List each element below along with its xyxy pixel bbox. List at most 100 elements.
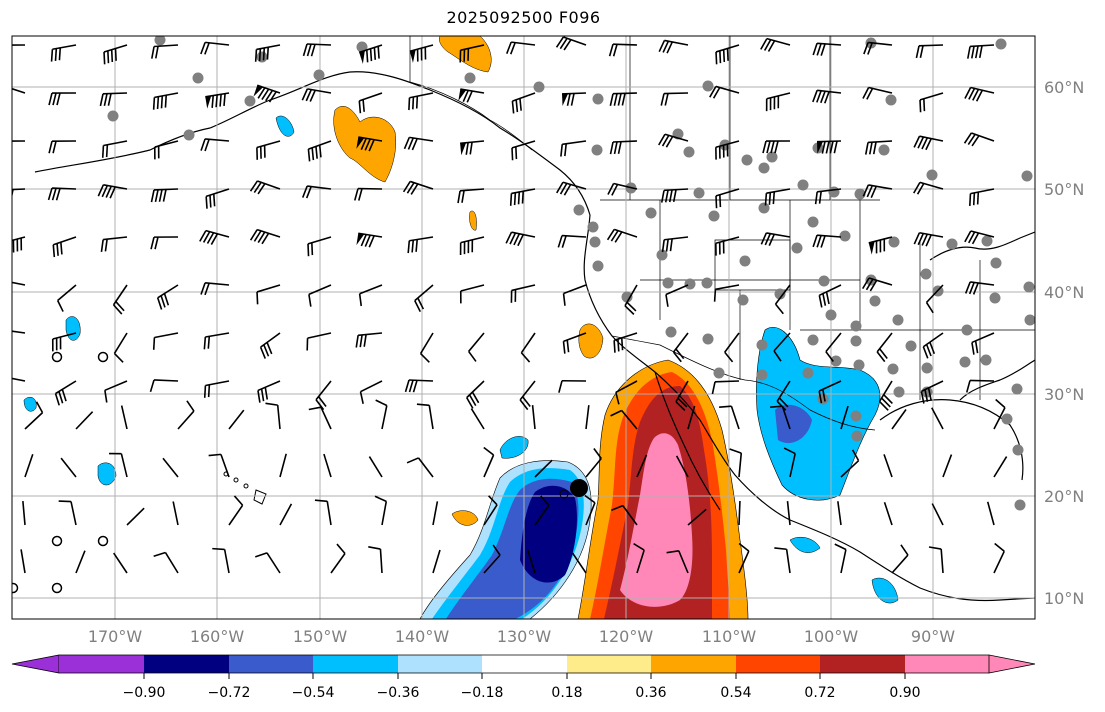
station-dot <box>892 314 904 326</box>
station-dot <box>739 255 751 267</box>
station-dot <box>683 146 695 158</box>
calm-wind-circle <box>97 535 109 547</box>
station-dot <box>693 187 705 199</box>
wind-barb <box>24 454 34 478</box>
wind-barb <box>58 500 77 526</box>
wind-barb <box>505 231 536 247</box>
wind-barb <box>613 332 638 353</box>
positive-anomaly-blob-gulf-alaska <box>333 106 396 183</box>
lon-label: 140°W <box>395 627 450 646</box>
location-marker <box>570 479 588 497</box>
map-frame <box>11 35 1036 620</box>
wind-barb <box>458 88 485 103</box>
colorbar-extend-low <box>11 654 60 674</box>
calm-wind-circle <box>12 582 19 594</box>
wind-barb <box>963 132 995 147</box>
lon-label: 110°W <box>702 627 757 646</box>
station-dot <box>665 326 677 338</box>
station-dot <box>878 144 890 156</box>
station-dot <box>905 340 917 352</box>
wind-barb <box>636 454 648 478</box>
wind-barb <box>358 284 383 307</box>
wind-barb <box>816 140 842 154</box>
station-dot <box>887 363 899 375</box>
colorbar-segment <box>313 655 398 673</box>
station-dot <box>830 355 842 367</box>
station-dot <box>995 38 1007 50</box>
wind-barb <box>330 543 346 574</box>
wind-barb <box>814 188 842 205</box>
wind-barb <box>356 232 383 248</box>
wind-barb <box>470 408 485 430</box>
wind-barb <box>203 332 230 350</box>
positive-anomaly-blob-north <box>439 36 492 73</box>
colorbar-segment <box>482 655 567 673</box>
wind-barb <box>199 229 230 245</box>
wind-barb <box>534 459 553 478</box>
wind-barb <box>506 41 536 55</box>
wind-barb <box>510 284 536 303</box>
wind-barb <box>861 277 893 292</box>
station-dot <box>756 369 768 381</box>
wind-barb <box>786 501 791 526</box>
wind-barb <box>203 380 230 398</box>
wind-barb <box>658 39 689 54</box>
station-dot <box>183 129 195 141</box>
wind-barb <box>531 405 536 430</box>
wind-barb <box>666 550 689 574</box>
wind-barb <box>153 140 179 160</box>
station-dot <box>591 144 603 156</box>
wind-barb <box>103 44 128 65</box>
wind-barb <box>12 236 26 253</box>
station-dot <box>592 260 604 272</box>
lon-label: 120°W <box>599 627 654 646</box>
station-dot <box>807 216 819 228</box>
wind-barb <box>608 43 638 57</box>
station-dot <box>356 41 368 53</box>
wind-barb <box>719 405 740 430</box>
station-dot <box>920 268 932 280</box>
wind-barb <box>709 85 740 99</box>
lat-label: 40°N <box>1044 283 1084 302</box>
station-dot <box>893 386 905 398</box>
wind-barb <box>862 86 893 100</box>
wind-barb <box>100 236 128 252</box>
wind-barb <box>419 332 434 363</box>
station-dot <box>464 72 476 84</box>
wind-barb <box>149 379 179 393</box>
wind-barb <box>715 44 740 65</box>
wind-barb <box>964 281 995 295</box>
lon-label: 130°W <box>497 627 552 646</box>
wind-barb <box>825 332 842 363</box>
station-dot <box>1021 170 1033 182</box>
wind-barb <box>460 140 485 156</box>
wind-barb <box>416 403 434 430</box>
wind-barb <box>101 140 128 158</box>
wind-barb <box>279 503 293 526</box>
wind-barb <box>409 44 434 63</box>
colorbar-tick-label: −0.72 <box>208 685 251 701</box>
wind-barb <box>113 332 128 363</box>
wind-barb <box>12 375 26 382</box>
station-dot <box>865 274 877 286</box>
wind-barb <box>928 546 944 574</box>
station-dot <box>702 80 714 92</box>
wind-barb <box>675 455 689 478</box>
wind-barb <box>466 380 485 409</box>
wind-barb <box>760 37 791 52</box>
wind-barb <box>60 457 77 478</box>
latitude-labels: 60°N 50°N 40°N 30°N 20°N 10°N <box>1044 78 1084 608</box>
wind-barb <box>256 284 281 305</box>
station-dot <box>1014 499 1026 511</box>
wind-barb <box>557 234 587 248</box>
wind-barb <box>150 188 179 203</box>
wind-barb <box>48 92 77 106</box>
station-dot <box>758 162 770 174</box>
wind-barb <box>891 544 909 574</box>
station-dot <box>592 93 604 105</box>
wind-barb <box>265 402 281 430</box>
wind-barb <box>675 380 689 411</box>
station-dot <box>645 207 657 219</box>
wind-barb <box>301 88 332 102</box>
station-dot <box>1011 383 1023 395</box>
